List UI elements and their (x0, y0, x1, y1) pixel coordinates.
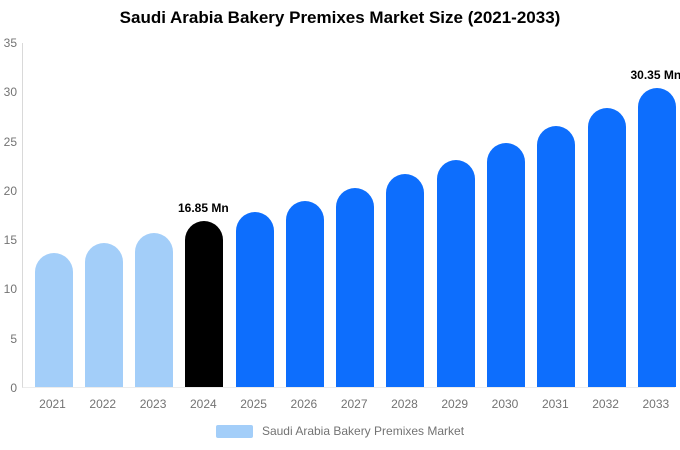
value-label-2033: 30.35 Mn (630, 67, 680, 82)
x-tick-2021: 2021 (39, 397, 66, 411)
legend-swatch (215, 424, 253, 438)
plot-area (22, 43, 676, 388)
bar-2028 (386, 174, 425, 387)
bar-2021 (34, 252, 73, 387)
x-tick-2022: 2022 (89, 397, 117, 411)
bar-2026 (285, 200, 324, 387)
legend: Saudi Arabia Bakery Premixes Market (0, 424, 680, 438)
bar-2033 (637, 87, 676, 387)
x-tick-2029: 2029 (441, 397, 469, 411)
value-label-2024: 16.85 Mn (177, 200, 229, 215)
x-tick-2028: 2028 (391, 397, 418, 411)
y-tick-15: 15 (3, 233, 17, 248)
y-tick-25: 25 (3, 134, 17, 149)
x-tick-2025: 2025 (240, 397, 267, 411)
bar-2025 (235, 211, 274, 387)
bar-2032 (587, 108, 626, 387)
x-tick-2033: 2033 (642, 397, 670, 411)
legend-item[interactable]: Saudi Arabia Bakery Premixes Market (215, 424, 465, 438)
x-tick-2026: 2026 (290, 397, 318, 411)
bar-2030 (487, 142, 526, 387)
x-tick-2032: 2032 (592, 397, 619, 411)
y-tick-20: 20 (3, 183, 17, 198)
bar-2029 (436, 160, 475, 387)
y-tick-30: 30 (3, 85, 17, 100)
bar-2022 (84, 243, 123, 387)
x-tick-2024: 2024 (189, 397, 217, 411)
y-tick-5: 5 (10, 331, 17, 346)
y-tick-35: 35 (3, 36, 17, 50)
bar-2027 (336, 187, 375, 387)
x-tick-2031: 2031 (541, 397, 569, 411)
legend-label: Saudi Arabia Bakery Premixes Market (261, 424, 465, 438)
y-tick-0: 0 (10, 381, 17, 395)
bar-2024 (185, 220, 224, 387)
x-tick-2030: 2030 (491, 397, 519, 411)
chart-title: Saudi Arabia Bakery Premixes Market Size… (119, 8, 561, 27)
bar-2023 (135, 233, 174, 387)
x-tick-2023: 2023 (139, 397, 167, 411)
y-tick-10: 10 (3, 282, 17, 297)
bar-2031 (537, 125, 576, 387)
x-tick-2027: 2027 (340, 397, 368, 411)
